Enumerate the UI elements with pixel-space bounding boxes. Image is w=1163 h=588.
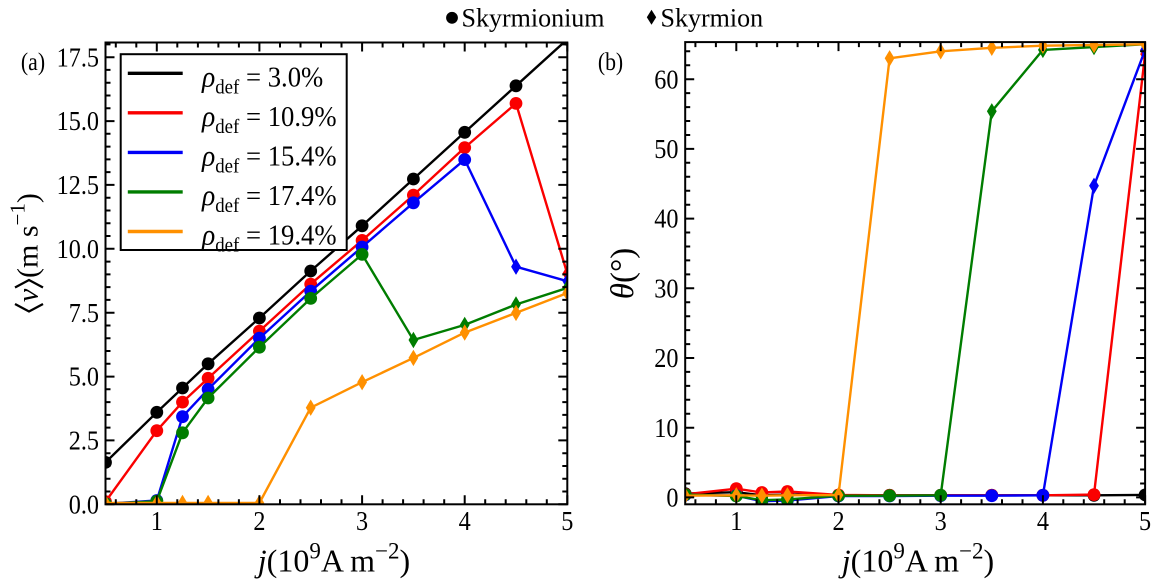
svg-text:3: 3 xyxy=(935,505,947,536)
svg-text:20: 20 xyxy=(654,343,678,374)
svg-text:40: 40 xyxy=(654,203,678,234)
svg-text:0: 0 xyxy=(666,482,678,513)
svg-text:1: 1 xyxy=(151,505,163,536)
svg-text:15.0: 15.0 xyxy=(57,106,99,137)
svg-text:10.0: 10.0 xyxy=(57,233,99,264)
svg-text:5.0: 5.0 xyxy=(69,361,99,392)
svg-text:Skyrmionium: Skyrmionium xyxy=(462,4,605,33)
svg-text:3: 3 xyxy=(356,505,368,536)
svg-text:7.5: 7.5 xyxy=(69,297,99,328)
svg-text:4: 4 xyxy=(459,505,471,536)
svg-text:(a): (a) xyxy=(21,48,45,76)
svg-text:10: 10 xyxy=(654,412,678,443)
svg-text:5: 5 xyxy=(561,505,573,536)
svg-text:12.5: 12.5 xyxy=(57,170,99,201)
svg-text:2.5: 2.5 xyxy=(69,425,99,456)
svg-text:(b): (b) xyxy=(598,48,623,76)
svg-text:v: v xyxy=(12,288,45,302)
svg-text:ρdef = 3.0%: ρdef = 3.0% xyxy=(201,60,323,98)
svg-text:2: 2 xyxy=(832,505,844,536)
svg-text:ρdef = 19.4%: ρdef = 19.4% xyxy=(201,218,337,256)
svg-text:ρdef = 10.9%: ρdef = 10.9% xyxy=(201,100,337,138)
svg-text:4: 4 xyxy=(1037,505,1049,536)
svg-text:30: 30 xyxy=(654,273,678,304)
svg-text:1: 1 xyxy=(730,505,742,536)
svg-text:5: 5 xyxy=(1139,505,1151,536)
svg-text:60: 60 xyxy=(654,64,678,95)
svg-text:50: 50 xyxy=(654,134,678,165)
svg-text:Skyrmion: Skyrmion xyxy=(661,4,764,33)
svg-text:(m s−1): (m s−1) xyxy=(6,193,45,278)
svg-text:j(109A m−2): j(109A m−2) xyxy=(254,539,410,579)
svg-text:ρdef = 17.4%: ρdef = 17.4% xyxy=(201,179,337,217)
svg-text:2: 2 xyxy=(253,505,265,536)
svg-text:θ(°): θ(°) xyxy=(605,248,641,299)
svg-text:0.0: 0.0 xyxy=(69,489,99,520)
svg-text:ρdef = 15.4%: ρdef = 15.4% xyxy=(201,139,337,177)
svg-text:17.5: 17.5 xyxy=(57,42,99,73)
